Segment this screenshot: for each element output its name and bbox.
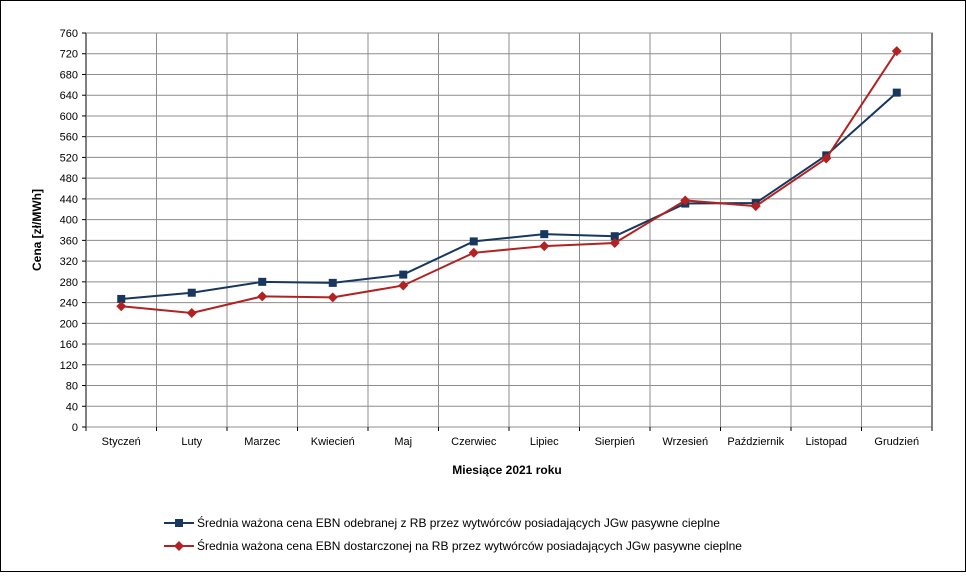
data-point (680, 195, 691, 206)
x-tick-label: Czerwiec (451, 436, 497, 448)
y-tick-label: 360 (60, 235, 78, 247)
y-tick-label: 200 (60, 318, 78, 330)
series-line (121, 91, 898, 300)
y-tick-label: 720 (60, 49, 78, 61)
data-point (399, 270, 408, 279)
y-tick-label: 160 (60, 339, 78, 351)
y-tick-label: 40 (66, 401, 78, 413)
data-point (187, 288, 196, 297)
x-tick-label: Listopad (805, 436, 847, 448)
data-point (174, 541, 184, 551)
data-point (539, 241, 550, 252)
y-tick-label: 280 (60, 277, 78, 289)
data-point (540, 230, 549, 239)
y-tick-label: 120 (60, 360, 78, 372)
y-tick-label: 560 (60, 132, 78, 144)
x-tick-label: Sierpień (595, 436, 635, 448)
y-tick-labels: 0 40 80 120 160 200 240 280 320 360 400 440 480 520 56… (60, 28, 78, 434)
data-point (186, 307, 197, 318)
data-point (469, 237, 478, 246)
series-line (121, 50, 898, 314)
series-group (116, 46, 902, 318)
x-tick-label: Lipiec (530, 436, 559, 448)
y-tick-label: 80 (66, 381, 78, 393)
x-tick-label: Kwiecień (311, 436, 355, 448)
data-point (821, 153, 832, 164)
data-point (116, 301, 127, 312)
x-tick-label: Luty (181, 436, 202, 448)
y-tick-label: 640 (60, 90, 78, 102)
data-point (750, 201, 761, 212)
data-point (609, 237, 620, 248)
y-tick-label: 0 (72, 422, 78, 434)
y-axis-title: Cena [zł/MWh] (30, 189, 44, 271)
data-point (892, 88, 901, 97)
y-tick-label: 400 (60, 215, 78, 227)
data-point (258, 277, 267, 286)
y-tick-label: 680 (60, 69, 78, 81)
y-tick-label: 520 (60, 152, 78, 164)
data-point (175, 519, 183, 527)
y-tick-label: 760 (60, 28, 78, 40)
x-axis-title: Miesiące 2021 roku (452, 463, 561, 477)
legend-label: Średnia ważona cena EBN odebranej z RB p… (197, 515, 720, 530)
x-tick-label: Styczeń (102, 436, 141, 448)
y-tick-label: 240 (60, 298, 78, 310)
y-tick-label: 480 (60, 173, 78, 185)
y-tick-label: 600 (60, 111, 78, 123)
legend-label: Średnia ważona cena EBN dostarczonej na … (197, 538, 742, 553)
data-point (398, 280, 409, 291)
x-tick-label: Grudzień (874, 436, 919, 448)
legend: Średnia ważona cena EBN odebranej z RB p… (164, 515, 742, 553)
data-point (610, 232, 619, 241)
y-tick-label: 440 (60, 194, 78, 206)
data-point (468, 247, 479, 258)
x-tick-label: Marzec (244, 436, 281, 448)
y-tick-label: 320 (60, 256, 78, 268)
data-point (327, 292, 338, 303)
gridlines (82, 32, 933, 431)
data-point (891, 46, 902, 57)
x-tick-label: Maj (394, 436, 412, 448)
x-tick-labels: Styczeń Luty Marzec Kwiecień Maj Czerwiec Lipi… (102, 436, 919, 448)
x-tick-label: Wrzesień (662, 436, 708, 448)
x-tick-label: Październik (727, 436, 784, 448)
data-point (328, 278, 337, 287)
data-point (117, 294, 126, 303)
data-point (257, 291, 268, 302)
